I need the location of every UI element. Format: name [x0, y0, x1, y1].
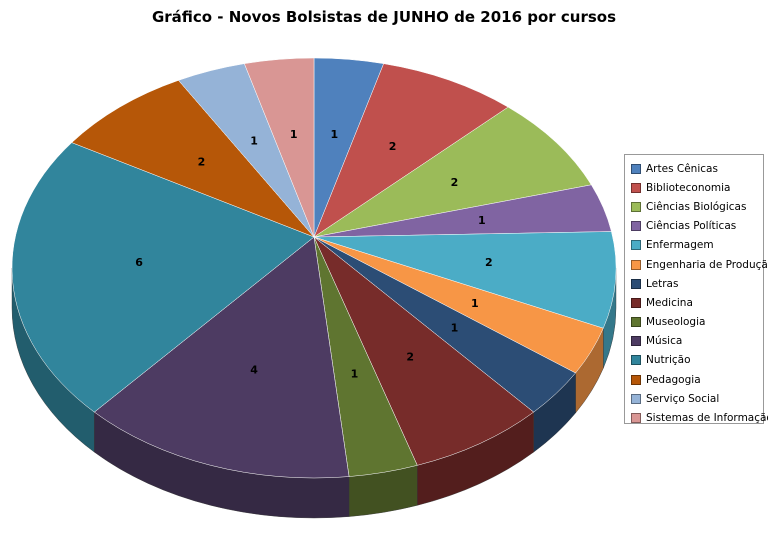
legend-swatch — [631, 221, 641, 232]
chart-title: Gráfico - Novos Bolsistas de JUNHO de 20… — [151, 8, 617, 26]
legend-swatch — [631, 374, 641, 385]
data-label: 1 — [451, 322, 459, 335]
legend-label: Museologia — [646, 316, 706, 329]
legend-label: Ciências Biológicas — [646, 200, 747, 213]
legend-swatch — [631, 163, 641, 174]
legend-label: Ciências Políticas — [646, 220, 737, 233]
legend-swatch — [631, 336, 641, 347]
pie-slice-biblioteconomia — [313, 63, 509, 238]
data-label: 1 — [471, 297, 479, 310]
data-label: 2 — [198, 156, 206, 169]
legend-item: Música — [631, 332, 763, 351]
legend-label: Artes Cênicas — [646, 162, 718, 175]
data-label: 1 — [290, 128, 298, 141]
legend-label: Nutrição — [646, 354, 691, 367]
legend-label: Biblioteconomia — [646, 181, 731, 194]
legend-item: Biblioteconomia — [631, 178, 763, 197]
data-label: 2 — [389, 140, 397, 153]
pie-slice-ciências-biológicas — [313, 106, 592, 238]
data-label: 2 — [451, 176, 459, 189]
legend-item: Museologia — [631, 313, 763, 332]
legend-item: Pedagogia — [631, 370, 763, 389]
legend: Artes Cênicas Biblioteconomia Ciências Bio… — [624, 154, 768, 427]
legend-item: Ciências Políticas — [631, 217, 763, 236]
data-label: 4 — [250, 363, 258, 376]
data-label: 1 — [331, 128, 339, 141]
legend-item: Ciências Biológicas — [631, 197, 763, 216]
pie-slice-nutrição — [11, 142, 315, 413]
legend-item: Enfermagem — [631, 236, 763, 255]
legend-item: Artes Cênicas — [631, 159, 763, 178]
legend-label: Enfermagem — [646, 239, 714, 252]
data-label: 2 — [406, 351, 414, 364]
legend-swatch — [631, 182, 641, 193]
legend-label: Letras — [646, 277, 679, 290]
legend-swatch — [631, 201, 641, 212]
legend-label: Sistemas de Informação — [646, 412, 768, 425]
legend-item: Nutrição — [631, 351, 763, 370]
pie-slice-enfermagem — [313, 231, 617, 329]
legend-label: Música — [646, 335, 683, 348]
legend-swatch — [631, 355, 641, 366]
legend-item: Medicina — [631, 293, 763, 312]
data-label: 2 — [485, 256, 493, 269]
data-label: 1 — [351, 367, 359, 380]
data-label: 1 — [478, 214, 486, 227]
legend-label: Serviço Social — [646, 392, 720, 405]
pie-slice-pedagogia — [71, 80, 315, 238]
data-label: 6 — [135, 256, 143, 269]
pie-slice-medicina — [313, 236, 535, 466]
legend-item: Engenharia de Produção — [631, 255, 768, 274]
legend-swatch — [631, 240, 641, 251]
pie-slice-música — [93, 236, 350, 479]
legend-swatch — [631, 393, 641, 404]
legend-label: Medicina — [646, 296, 693, 309]
data-label: 1 — [250, 135, 258, 148]
pie-slice-sistemas-de-informação — [244, 57, 315, 238]
legend-item: Letras — [631, 274, 763, 293]
legend-item: Sistemas de Informação — [631, 408, 768, 427]
legend-swatch — [631, 317, 641, 328]
legend-swatch — [631, 413, 641, 424]
legend-swatch — [631, 297, 641, 308]
legend-label: Pedagogia — [646, 373, 701, 386]
legend-label: Engenharia de Produção — [646, 258, 768, 271]
legend-swatch — [631, 278, 641, 289]
legend-item: Serviço Social — [631, 389, 763, 408]
legend-swatch — [631, 259, 641, 270]
